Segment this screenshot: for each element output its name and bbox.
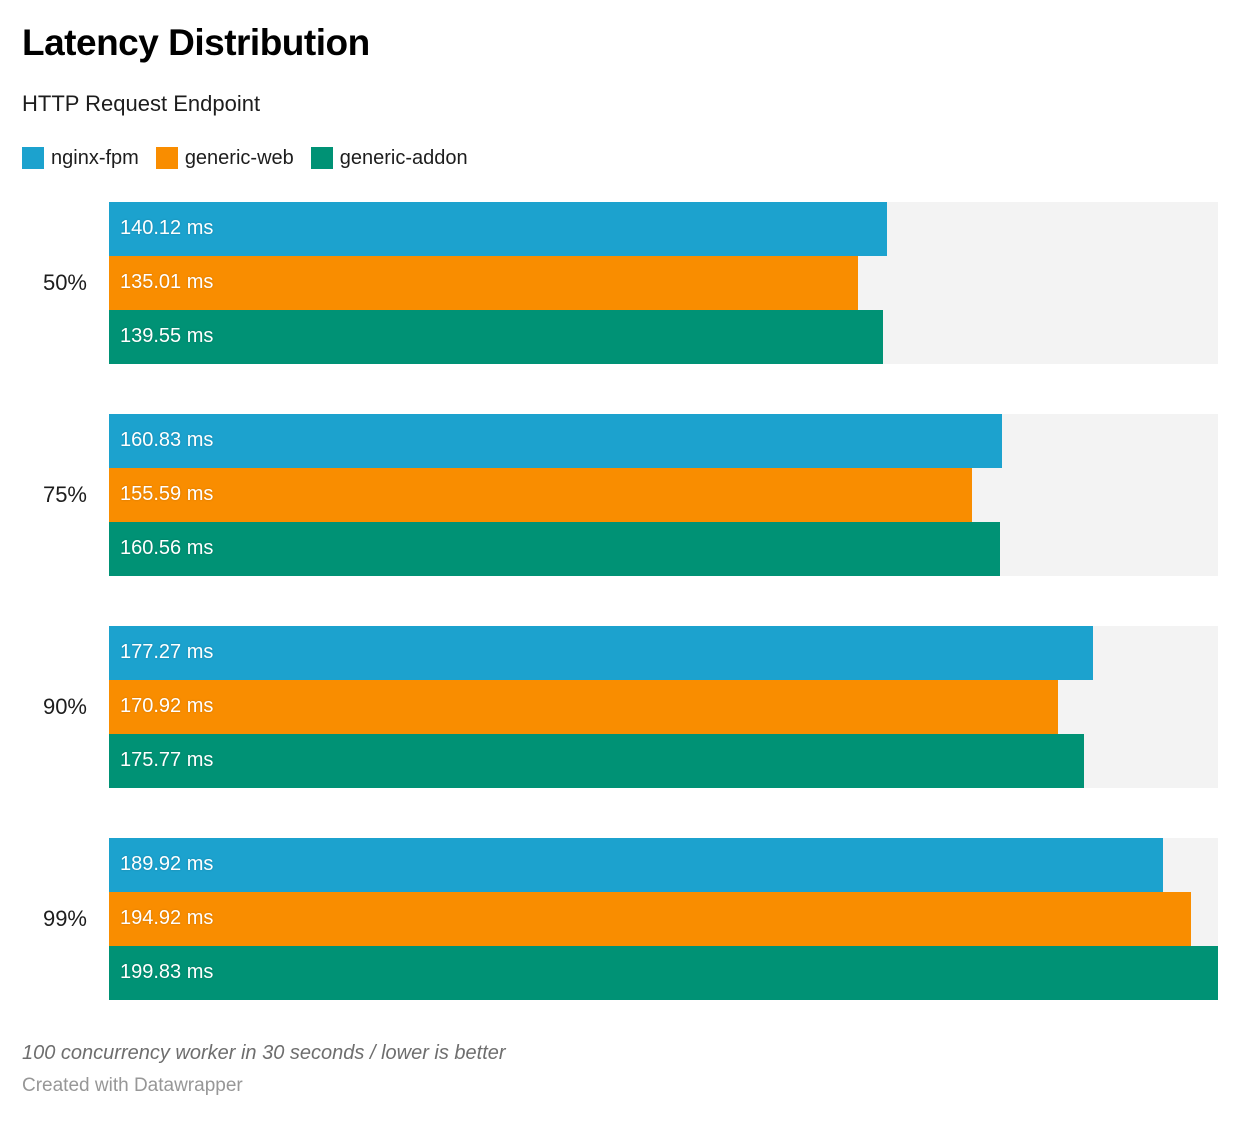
percentile-group-50: 50% 140.12 ms 135.01 ms 139.55 ms <box>22 201 1218 364</box>
bar-nginx-fpm: 140.12 ms <box>109 201 887 256</box>
bar-value-label: 140.12 ms <box>120 217 214 240</box>
category-label: 50% <box>42 269 87 295</box>
bar-nginx-fpm: 177.27 ms <box>109 625 1093 680</box>
category-label: 75% <box>42 481 87 507</box>
legend-item-generic-web: generic-web <box>155 146 294 170</box>
bar-value-label: 177.27 ms <box>120 641 214 664</box>
bar-row: 135.01 ms <box>109 255 1218 310</box>
chart-subtitle: HTTP Request Endpoint <box>22 90 261 116</box>
chart-footer: 100 concurrency worker in 30 seconds / l… <box>22 1042 1218 1097</box>
legend-item-nginx-fpm: nginx-fpm <box>22 147 139 170</box>
bar-value-label: 189.92 ms <box>120 853 214 876</box>
percentile-group-90: 90% 177.27 ms 170.92 ms 175.77 ms <box>22 625 1218 788</box>
bar-nginx-fpm: 189.92 ms <box>109 837 1163 892</box>
bar-nginx-fpm: 160.83 ms <box>109 413 1002 468</box>
legend-label: generic-web <box>184 146 294 169</box>
percentile-group-99: 99% 189.92 ms 194.92 ms 199.83 ms <box>22 837 1218 1000</box>
bar-generic-addon: 139.55 ms <box>109 309 884 364</box>
bar-value-label: 155.59 ms <box>120 483 214 506</box>
bar-value-label: 160.83 ms <box>120 429 214 452</box>
category-label: 99% <box>42 905 87 931</box>
datawrapper-credit: Created with Datawrapper <box>22 1074 243 1096</box>
bar-value-label: 139.55 ms <box>120 325 214 348</box>
bar-value-label: 194.92 ms <box>120 907 214 930</box>
bar-track: 177.27 ms 170.92 ms 175.77 ms <box>109 625 1218 788</box>
legend-swatch-icon <box>155 147 178 170</box>
legend-label: generic-addon <box>339 146 468 169</box>
bar-track: 189.92 ms 194.92 ms 199.83 ms <box>109 837 1218 1000</box>
legend-item-generic-addon: generic-addon <box>310 146 468 170</box>
bar-track: 140.12 ms 135.01 ms 139.55 ms <box>109 201 1218 364</box>
bar-generic-web: 135.01 ms <box>109 255 859 310</box>
bar-generic-addon: 199.83 ms <box>109 945 1218 1000</box>
legend-swatch-icon <box>310 147 333 170</box>
bar-row: 194.92 ms <box>109 891 1218 946</box>
legend-swatch-icon <box>22 147 44 170</box>
bar-track: 160.83 ms 155.59 ms 160.56 ms <box>109 413 1218 576</box>
bar-generic-web: 194.92 ms <box>109 891 1191 946</box>
bar-row: 175.77 ms <box>109 733 1218 788</box>
bar-value-label: 170.92 ms <box>120 695 214 718</box>
bar-value-label: 160.56 ms <box>120 537 214 560</box>
bar-row: 199.83 ms <box>109 945 1218 1000</box>
chart-title: Latency Distribution <box>22 22 370 63</box>
bar-row: 140.12 ms <box>109 201 1218 256</box>
bar-row: 177.27 ms <box>109 625 1218 680</box>
bar-row: 160.83 ms <box>109 413 1218 468</box>
legend: nginx-fpm generic-web generic-addon <box>22 147 1218 170</box>
chart-note: 100 concurrency worker in 30 seconds / l… <box>22 1041 506 1064</box>
bar-generic-addon: 175.77 ms <box>109 733 1085 788</box>
bar-row: 160.56 ms <box>109 521 1218 576</box>
bar-generic-web: 170.92 ms <box>109 679 1058 734</box>
category-label: 90% <box>42 693 87 719</box>
bar-row: 189.92 ms <box>109 837 1218 892</box>
bar-chart: 50% 140.12 ms 135.01 ms 139.55 ms 75% 160.83 … <box>22 201 1218 1000</box>
percentile-group-75: 75% 160.83 ms 155.59 ms 160.56 ms <box>22 413 1218 576</box>
bar-generic-web: 155.59 ms <box>109 467 973 522</box>
bar-value-label: 175.77 ms <box>120 749 214 772</box>
bar-value-label: 135.01 ms <box>120 271 214 294</box>
bar-value-label: 199.83 ms <box>120 961 214 984</box>
bar-generic-addon: 160.56 ms <box>109 521 1001 576</box>
legend-label: nginx-fpm <box>51 146 139 169</box>
bar-row: 170.92 ms <box>109 679 1218 734</box>
bar-row: 139.55 ms <box>109 309 1218 364</box>
bar-row: 155.59 ms <box>109 467 1218 522</box>
